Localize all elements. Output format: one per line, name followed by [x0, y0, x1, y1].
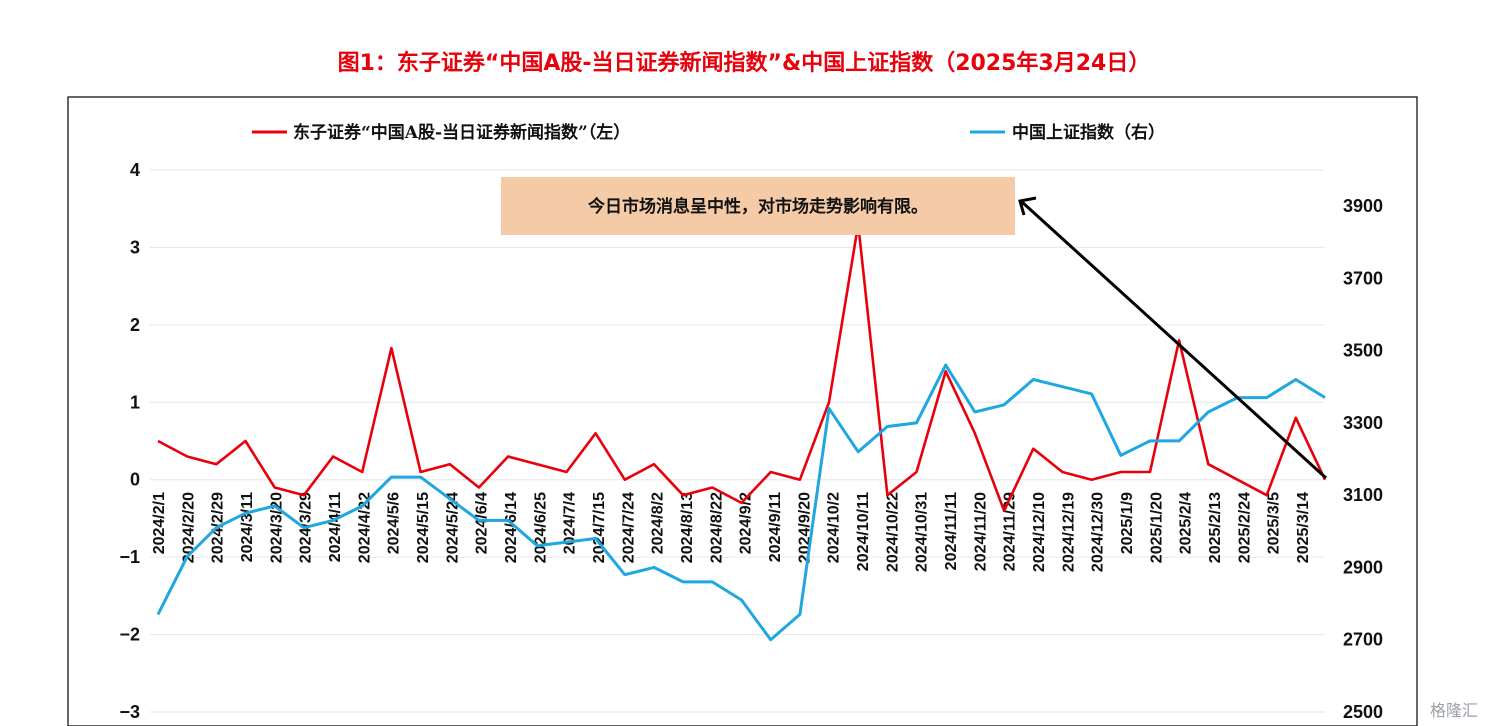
- y-left-tick-label: −2: [119, 625, 140, 645]
- legend: 东子证券“中国A股-当日证券新闻指数”（左） 中国上证指数（右）: [252, 122, 1165, 143]
- x-tick-label: 2024/5/15: [415, 492, 432, 563]
- x-tick-label: 2024/6/14: [503, 492, 520, 563]
- x-tick-label: 2024/10/31: [914, 492, 931, 572]
- plot-frame: [67, 96, 1418, 726]
- y-left-tick-label: 0: [130, 470, 140, 490]
- chart-title: 图1：东子证券“中国A股-当日证券新闻指数”&中国上证指数（2025年3月24日…: [338, 50, 1151, 76]
- y-left-tick-label: 3: [130, 237, 140, 257]
- legend-label-left-series: 东子证券“中国A股-当日证券新闻指数”（左）: [293, 122, 630, 143]
- x-tick-label: 2024/10/2: [826, 492, 843, 563]
- x-tick-label: 2024/5/24: [444, 492, 461, 563]
- y-left-tick-label: −1: [119, 547, 140, 567]
- x-tick-label: 2024/11/11: [943, 492, 960, 570]
- watermark: 格隆汇: [1430, 701, 1478, 720]
- x-tick-label: 2025/2/4: [1178, 492, 1195, 554]
- y-axis-left: 4 3 2 1 0 −1 −2 −3: [119, 160, 140, 722]
- x-tick-label: 2024/8/2: [650, 492, 667, 554]
- x-tick-label: 2024/6/25: [532, 492, 549, 563]
- x-tick-label: 2024/3/11: [239, 492, 256, 562]
- y-left-tick-label: 1: [130, 392, 140, 412]
- y-right-tick-label: 2900: [1343, 557, 1383, 577]
- x-tick-label: 2025/1/9: [1119, 492, 1136, 554]
- x-tick-label: 2024/10/11: [855, 492, 872, 571]
- series-line-shanghai-composite: [156, 363, 1326, 642]
- x-tick-label: 2024/7/15: [591, 492, 608, 563]
- x-tick-label: 2025/3/5: [1266, 492, 1283, 554]
- x-tick-label: 2024/3/20: [268, 492, 285, 563]
- x-tick-label: 2024/10/22: [884, 492, 901, 572]
- x-tick-label: 2024/8/22: [708, 492, 725, 563]
- x-tick-label: 2024/7/24: [620, 492, 637, 563]
- x-tick-label: 2024/6/4: [474, 492, 491, 554]
- x-tick-label: 2024/8/13: [679, 492, 696, 563]
- y-right-tick-label: 3900: [1343, 196, 1383, 216]
- x-tick-label: 2024/7/4: [562, 492, 579, 554]
- x-tick-label: 2024/11/29: [1002, 492, 1019, 571]
- y-right-tick-label: 2700: [1343, 630, 1383, 650]
- y-axis-right: 3900 3700 3500 3300 3100 2900 2700 2500: [1343, 196, 1383, 722]
- annotation-box: [501, 177, 1015, 235]
- y-right-tick-label: 3100: [1343, 485, 1383, 505]
- annotation: 今日市场消息呈中性，对市场走势影响有限。: [501, 177, 1328, 480]
- x-tick-label: 2024/4/11: [327, 492, 344, 562]
- y-right-tick-label: 3700: [1343, 268, 1383, 288]
- x-tick-label: 2024/12/30: [1090, 492, 1107, 572]
- x-tick-label: 2024/12/10: [1031, 492, 1048, 572]
- x-tick-label: 2024/4/22: [356, 492, 373, 563]
- y-left-tick-label: 2: [130, 315, 140, 335]
- x-axis: 2024/2/1 2024/2/20 2024/2/29 2024/3/11 2024/…: [151, 492, 1312, 572]
- x-tick-label: 2024/5/6: [386, 492, 403, 554]
- x-tick-label: 2025/1/20: [1148, 492, 1165, 563]
- legend-label-right-series: 中国上证指数（右）: [1012, 122, 1165, 143]
- y-right-tick-label: 3300: [1343, 413, 1383, 433]
- y-right-tick-label: 2500: [1343, 702, 1383, 722]
- x-tick-label: 2024/12/19: [1060, 492, 1077, 572]
- annotation-text: 今日市场消息呈中性，对市场走势影响有限。: [588, 196, 928, 217]
- x-tick-label: 2024/2/1: [151, 492, 168, 554]
- y-right-tick-label: 3500: [1343, 341, 1383, 361]
- x-tick-label: 2025/2/13: [1207, 492, 1224, 563]
- series-line-news-index: [157, 222, 1327, 513]
- x-tick-label: 2025/2/24: [1236, 492, 1253, 563]
- annotation-arrow: [1020, 200, 1328, 480]
- x-tick-label: 2024/11/20: [972, 492, 989, 571]
- x-tick-label: 2024/9/11: [767, 492, 784, 562]
- gridlines: [150, 169, 1325, 713]
- x-tick-label: 2024/9/2: [738, 492, 755, 554]
- x-tick-label: 2024/2/20: [180, 492, 197, 563]
- annotation-arrowhead: [1018, 196, 1037, 216]
- y-left-tick-label: −3: [119, 702, 140, 722]
- x-tick-label: 2025/3/14: [1295, 492, 1312, 563]
- y-left-tick-label: 4: [130, 160, 140, 180]
